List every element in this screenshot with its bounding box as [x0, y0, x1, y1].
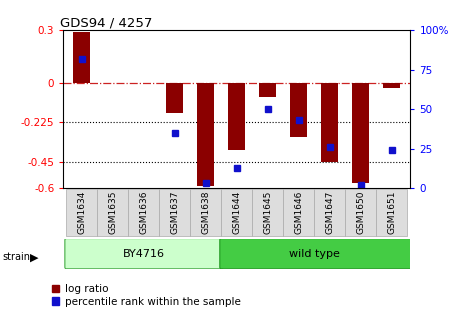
FancyBboxPatch shape [221, 189, 252, 236]
Bar [290, 83, 307, 137]
Text: GSM1645: GSM1645 [263, 191, 272, 234]
Text: ▶: ▶ [30, 253, 38, 263]
Bar [321, 83, 338, 162]
Text: GSM1637: GSM1637 [170, 191, 179, 234]
Text: GSM1646: GSM1646 [295, 191, 303, 234]
FancyBboxPatch shape [159, 189, 190, 236]
FancyBboxPatch shape [345, 189, 376, 236]
FancyBboxPatch shape [220, 239, 424, 269]
Text: GSM1635: GSM1635 [108, 191, 117, 234]
Bar [166, 83, 183, 113]
Bar [259, 83, 276, 97]
FancyBboxPatch shape [98, 189, 129, 236]
FancyBboxPatch shape [376, 189, 407, 236]
Text: GSM1636: GSM1636 [139, 191, 148, 234]
FancyBboxPatch shape [65, 239, 223, 269]
Bar [228, 83, 245, 150]
Bar [73, 32, 91, 83]
Text: strain: strain [2, 252, 30, 262]
FancyBboxPatch shape [314, 189, 345, 236]
Text: wild type: wild type [289, 249, 340, 259]
Text: GSM1647: GSM1647 [325, 191, 334, 234]
FancyBboxPatch shape [252, 189, 283, 236]
FancyBboxPatch shape [67, 189, 98, 236]
FancyBboxPatch shape [283, 189, 314, 236]
Legend: log ratio, percentile rank within the sample: log ratio, percentile rank within the sa… [52, 284, 241, 307]
Bar [197, 83, 214, 186]
Text: GSM1650: GSM1650 [356, 191, 365, 234]
Text: GSM1638: GSM1638 [201, 191, 211, 234]
Bar [383, 83, 401, 88]
FancyBboxPatch shape [129, 189, 159, 236]
Text: GSM1651: GSM1651 [387, 191, 396, 234]
Text: GDS94 / 4257: GDS94 / 4257 [60, 16, 152, 29]
Text: GSM1644: GSM1644 [232, 191, 242, 234]
FancyBboxPatch shape [190, 189, 221, 236]
Bar [352, 83, 369, 183]
Text: GSM1634: GSM1634 [77, 191, 86, 234]
Text: BY4716: BY4716 [123, 249, 165, 259]
